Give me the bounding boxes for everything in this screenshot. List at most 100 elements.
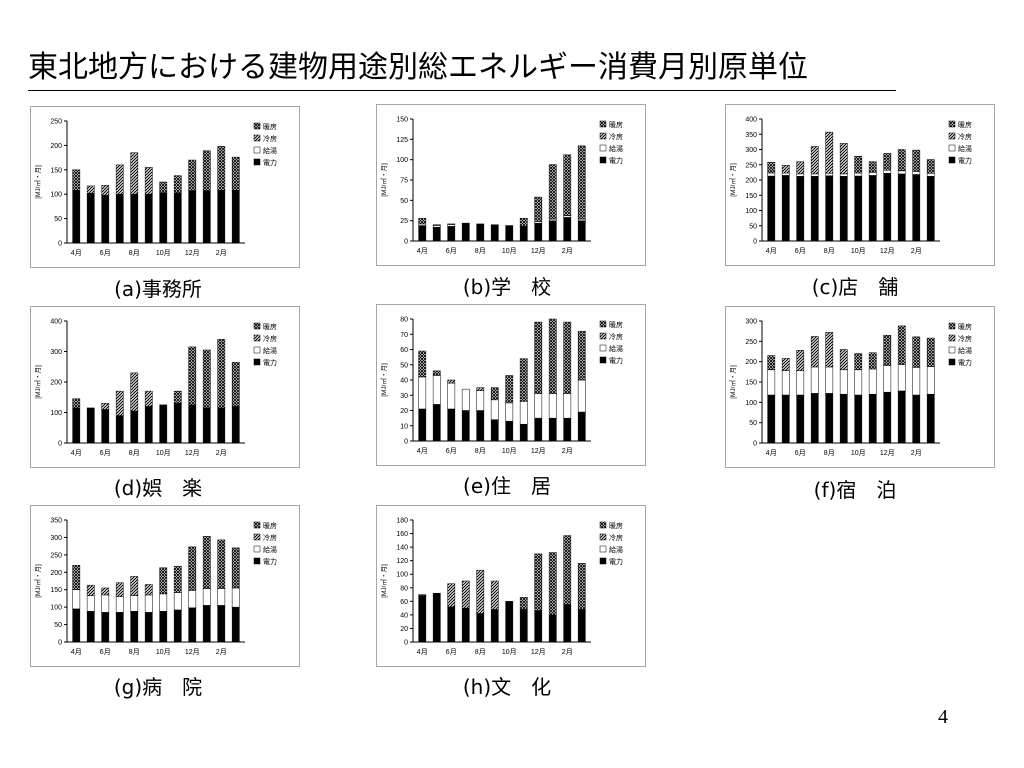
bar-segment-danbo bbox=[173, 566, 182, 593]
bar-segment-danbo bbox=[231, 156, 240, 191]
legend-swatch-denryoku bbox=[599, 356, 607, 364]
bar-segment-denryoku bbox=[534, 610, 543, 643]
x-tick-label: 12月 bbox=[531, 447, 546, 455]
bar-segment-danbo bbox=[868, 352, 877, 370]
bar-segment-reibo bbox=[839, 143, 848, 175]
bar-segment-danbo bbox=[563, 535, 572, 605]
bar-segment-kyuto bbox=[767, 172, 776, 177]
bar-segment-danbo bbox=[159, 567, 168, 595]
bar-segment-denryoku bbox=[173, 609, 182, 643]
y-tick-label: 40 bbox=[400, 612, 408, 619]
bar-segment-reibo bbox=[825, 131, 834, 174]
y-tick-label: 160 bbox=[396, 531, 408, 538]
legend-swatch-reibo bbox=[948, 132, 956, 140]
bar-segment-denryoku bbox=[505, 225, 514, 242]
bar-segment-kyuto bbox=[883, 365, 892, 393]
legend-label-reibo: 冷房 bbox=[958, 132, 972, 141]
bar-segment-denryoku bbox=[144, 193, 153, 244]
legend-swatch-kyuto bbox=[599, 144, 607, 152]
bar-segment-danbo bbox=[897, 149, 906, 172]
y-axis-label: [MJ/㎡・月] bbox=[33, 165, 42, 199]
y-axis-label: [MJ/㎡・月] bbox=[728, 163, 737, 197]
caption-entertainment: (d)娯 楽 bbox=[113, 476, 203, 500]
bar-segment-reibo bbox=[796, 161, 805, 175]
bar-segment-kyuto bbox=[912, 367, 921, 396]
y-tick-label: 100 bbox=[745, 400, 757, 407]
legend-swatch-kyuto bbox=[948, 144, 956, 152]
bar-segment-denryoku bbox=[476, 613, 485, 643]
bar-segment-kyuto bbox=[563, 393, 572, 419]
x-tick-label: 8月 bbox=[475, 447, 486, 455]
y-tick-label: 0 bbox=[58, 441, 62, 448]
legend-label-kyuto: 給湯 bbox=[263, 545, 277, 554]
bar-segment-kyuto bbox=[897, 170, 906, 175]
legend-swatch-danbo bbox=[253, 521, 261, 529]
bar-segment-denryoku bbox=[231, 606, 240, 643]
x-tick-label: 12月 bbox=[880, 247, 895, 255]
bar-segment-danbo bbox=[534, 196, 543, 222]
chart-culture: 0 20 40 60 80 100 120 140 160 180 [MJ/㎡・月] 4月 6月 8月 10… bbox=[376, 505, 646, 667]
bar-segment-denryoku bbox=[926, 393, 935, 444]
bar-segment-danbo bbox=[519, 217, 528, 227]
bar-segment-kyuto bbox=[868, 172, 877, 176]
bar-segment-denryoku bbox=[461, 607, 470, 643]
bar-segment-reibo bbox=[101, 185, 110, 196]
bar-segment-kyuto bbox=[72, 589, 81, 610]
bar-segment-denryoku bbox=[101, 194, 110, 244]
chart-svg: 0 50 100 150 200 250 300 350 [MJ/㎡・月] 4月 6月 8月 10月 12… bbox=[33, 518, 277, 657]
bar-segment-danbo bbox=[577, 145, 586, 220]
bar-segment-danbo bbox=[926, 337, 935, 367]
bar-segment-denryoku bbox=[839, 393, 848, 444]
bar-segment-danbo bbox=[912, 336, 921, 368]
y-tick-label: 120 bbox=[396, 558, 408, 565]
x-tick-label: 6月 bbox=[795, 247, 806, 255]
legend-label-denryoku: 電力 bbox=[609, 156, 623, 165]
legend-label-kyuto: 給湯 bbox=[609, 144, 623, 153]
x-tick-label: 4月 bbox=[71, 449, 82, 457]
bar-segment-denryoku bbox=[912, 174, 921, 242]
chart-store: 0 50 100 150 200 250 300 350 400 [MJ/㎡・月] 4月 6月 8月 10… bbox=[725, 104, 995, 266]
legend-label-danbo: 暖房 bbox=[609, 320, 623, 329]
bar-segment-denryoku bbox=[490, 224, 499, 242]
bar-segment-danbo bbox=[188, 159, 197, 192]
y-tick-label: 50 bbox=[749, 223, 757, 230]
bar-segment-reibo bbox=[115, 390, 124, 416]
x-tick-label: 2月 bbox=[562, 447, 573, 455]
y-tick-label: 400 bbox=[745, 117, 757, 124]
y-axis-label: [MJ/㎡・月] bbox=[379, 564, 388, 598]
bar-segment-reibo bbox=[476, 569, 485, 614]
bar-segment-denryoku bbox=[159, 192, 168, 244]
y-tick-label: 150 bbox=[396, 117, 408, 124]
bar-segment-danbo bbox=[217, 539, 226, 589]
bar-segment-denryoku bbox=[86, 611, 95, 643]
bar-segment-kyuto bbox=[159, 593, 168, 612]
chart-entertainment: 0 100 200 300 400 [MJ/㎡・月] 4月 6月 8月 10月 12月 2月 暖房 冷房給… bbox=[30, 306, 300, 468]
bar-segment-denryoku bbox=[810, 393, 819, 444]
legend-swatch-kyuto bbox=[253, 346, 261, 354]
legend-label-denryoku: 電力 bbox=[263, 358, 277, 367]
x-tick-label: 10月 bbox=[156, 648, 171, 656]
bar-segment-denryoku bbox=[202, 605, 211, 643]
bar-segment-kyuto bbox=[796, 370, 805, 396]
bar-segment-denryoku bbox=[912, 394, 921, 444]
bar-segment-kyuto bbox=[505, 402, 514, 422]
x-tick-label: 6月 bbox=[100, 648, 111, 656]
y-tick-label: 50 bbox=[54, 622, 62, 629]
legend-label-reibo: 冷房 bbox=[609, 332, 623, 341]
caption-store: (c)店 舗 bbox=[811, 275, 899, 299]
y-tick-label: 100 bbox=[396, 157, 408, 164]
legend-swatch-reibo bbox=[599, 332, 607, 340]
caption-culture: (h)文 化 bbox=[462, 675, 552, 699]
y-tick-label: 150 bbox=[50, 167, 62, 174]
y-tick-label: 0 bbox=[58, 640, 62, 647]
legend-swatch-danbo bbox=[948, 322, 956, 330]
bar-segment-denryoku bbox=[563, 604, 572, 643]
bar-segment-kyuto bbox=[912, 171, 921, 175]
legend-label-danbo: 暖房 bbox=[609, 120, 623, 129]
legend-label-kyuto: 給湯 bbox=[263, 146, 277, 155]
y-tick-label: 250 bbox=[745, 162, 757, 169]
x-tick-label: 10月 bbox=[502, 247, 517, 255]
bar-segment-denryoku bbox=[202, 407, 211, 444]
y-tick-label: 140 bbox=[396, 545, 408, 552]
bar-segment-denryoku bbox=[101, 409, 110, 444]
